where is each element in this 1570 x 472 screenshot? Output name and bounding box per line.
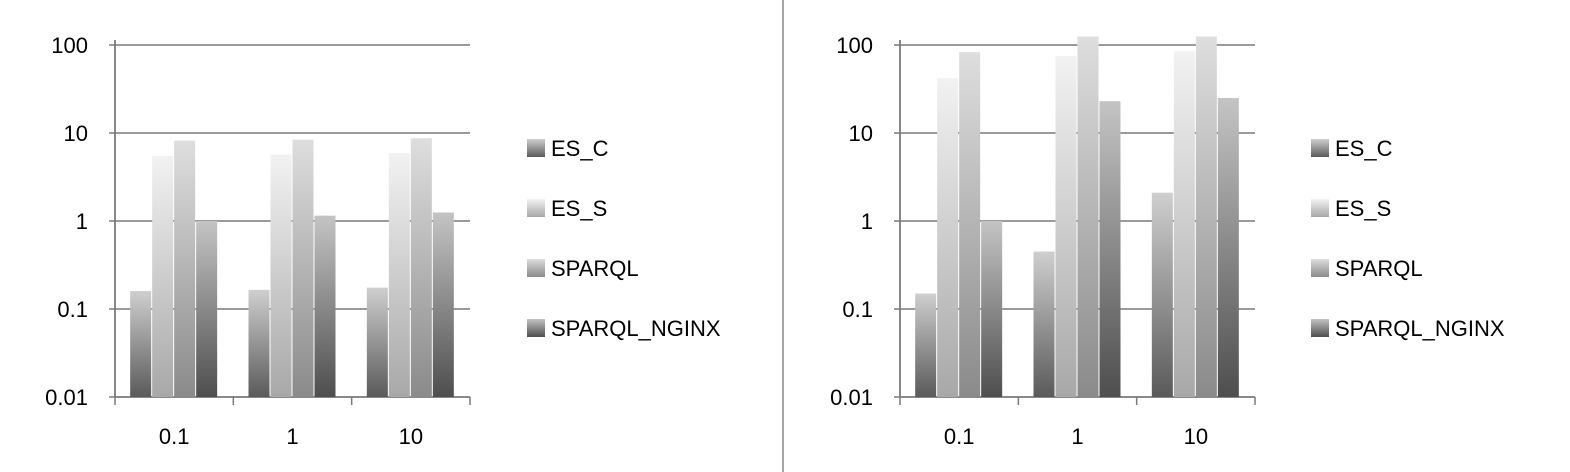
bar-es-c [1033,251,1055,397]
bar-es-c [130,291,152,397]
y-tick-label: 10 [849,121,873,146]
legend-swatch [527,319,545,337]
x-tick-label: 1 [286,424,298,449]
legend-label: SPARQL_NGINX [551,316,721,341]
legend-swatch [527,199,545,217]
legend-swatch [1311,199,1329,217]
bar-es-s [270,154,292,397]
legend-label: ES_C [1335,136,1393,161]
x-tick-label: 1 [1071,424,1083,449]
bar-sparql [292,139,314,397]
legend-swatch [1311,259,1329,277]
y-tick-label: 100 [51,33,88,58]
y-tick-label: 0.1 [842,297,873,322]
y-tick-label: 100 [836,33,873,58]
chart-right: 100 10 1 0.1 0.01 0.1 1 10 ES_C ES_S SPARQL SPARQL_… [830,33,1505,449]
legend-label: SPARQL_NGINX [1335,316,1505,341]
y-tick-label: 1 [76,209,88,234]
bar-sparql-nginx [1217,97,1239,398]
legend-label: ES_S [551,196,607,221]
x-tick-label: 10 [1184,424,1208,449]
bar-es-c [1151,192,1173,397]
x-tick-label: 0.1 [944,424,975,449]
bar-es-s [152,155,174,397]
bar-es-c [366,287,388,397]
bar-es-c [248,289,270,397]
bar-es-s [937,78,959,398]
bar-es-s [388,153,410,397]
y-tick-label: 10 [64,121,88,146]
bar-sparql-nginx [981,221,1003,397]
bar-sparql [174,140,196,397]
x-tick-label: 0.1 [159,424,190,449]
legend-swatch [527,139,545,157]
legend-swatch [1311,139,1329,157]
bar-sparql-nginx [432,212,454,397]
bar-es-s [1173,51,1195,398]
y-tick-label: 0.1 [57,297,88,322]
legend-swatch [1311,319,1329,337]
y-tick-label: 0.01 [830,385,873,410]
y-tick-label: 1 [861,209,873,234]
legend-swatch [527,259,545,277]
bar-sparql [410,138,432,397]
bar-es-c [915,293,937,397]
legend-label: SPARQL [1335,256,1423,281]
bar-sparql [959,52,981,398]
bar-sparql [1077,36,1099,397]
legend-label: ES_C [551,136,609,161]
y-tick-label: 0.01 [45,385,88,410]
legend-label: SPARQL [551,256,639,281]
legend-label: ES_S [1335,196,1391,221]
bar-sparql [1195,36,1217,397]
bar-sparql-nginx [1099,101,1121,397]
bar-es-s [1055,55,1077,398]
chart-left: 100 10 1 0.1 0.01 0.1 1 10 ES_C ES_S SPARQL SPARQL_… [45,33,721,449]
bar-sparql-nginx [196,221,218,397]
x-tick-label: 10 [399,424,423,449]
bar-sparql-nginx [314,215,336,397]
